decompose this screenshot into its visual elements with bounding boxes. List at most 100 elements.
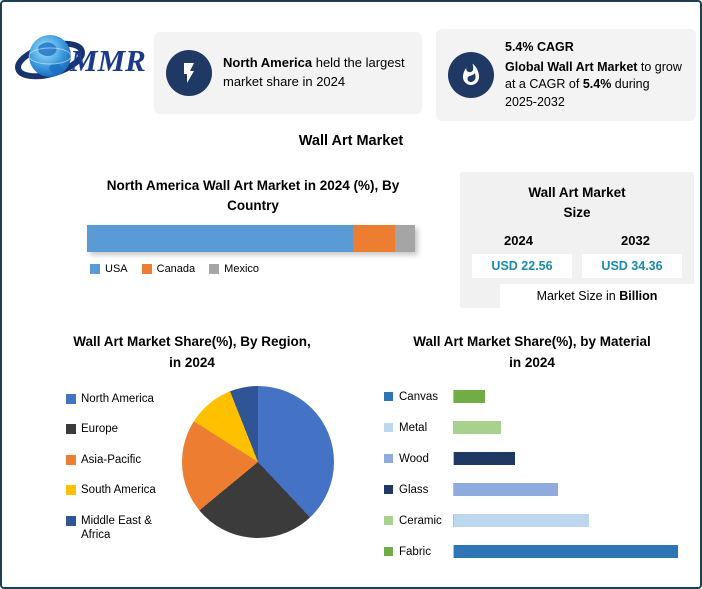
material-bar-track — [453, 514, 690, 527]
material-marker — [384, 485, 393, 494]
material-marker — [384, 392, 393, 401]
legend-swatch — [66, 424, 76, 435]
market-size-value-2024: USD 22.56 — [472, 253, 572, 278]
market-size-title: Wall Art Market Size — [517, 183, 637, 224]
material-rows: Canvas Metal Wood Glass Ceramic Fabric — [384, 381, 690, 567]
region-legend-item: Middle East & Africa — [66, 514, 178, 543]
year-2032-label: 2032 — [621, 232, 650, 248]
material-bar-track — [453, 483, 690, 496]
country-stacked-bar — [87, 225, 415, 252]
material-label: Fabric — [399, 545, 431, 558]
country-chart-title: North America Wall Art Market in 2024 (%… — [57, 176, 449, 217]
market-size-panel: Wall Art Market Size 2024 2032 USD 22.56… — [460, 172, 694, 308]
region-legend: North America Europe Asia-Pacific South Ame… — [66, 392, 178, 558]
globe-icon: MMR — [15, 35, 146, 80]
legend-swatch — [209, 264, 220, 274]
material-row: Metal — [384, 412, 690, 443]
country-bar-segment-canada — [352, 225, 396, 252]
material-bar — [454, 421, 502, 434]
material-bar — [454, 390, 485, 403]
legend-label: Europe — [81, 423, 119, 436]
callout-cagr-text: 5.4% CAGR Global Wall Art Market to grow… — [505, 39, 684, 111]
material-marker — [384, 423, 393, 432]
legend-swatch — [66, 485, 76, 496]
legend-label: North America — [81, 393, 154, 405]
legend-label: South America — [81, 484, 156, 497]
material-chart-title-line2: in 2024 — [509, 354, 555, 370]
page-title: Wall Art Market — [298, 133, 404, 149]
material-label: Glass — [399, 483, 429, 496]
material-bar — [454, 452, 516, 465]
region-chart-title: Wall Art Market Share(%), By Region, in … — [42, 332, 342, 374]
cagr-body: Global Wall Art Market to grow at a CAGR… — [505, 59, 684, 112]
market-size-unit: Market Size in Billion — [500, 284, 694, 308]
market-size-value-2032: USD 34.36 — [582, 253, 682, 278]
cagr-body-text1: to grow at a CAGR of — [505, 59, 682, 92]
callout-market-share-text: North America held the largest market sh… — [223, 54, 410, 92]
country-chart-title-line1: North America Wall Art Market in 2024 (%… — [106, 178, 400, 193]
legend-label: USA — [105, 263, 128, 275]
material-label: Canvas — [399, 390, 438, 403]
flame-icon — [448, 52, 494, 98]
material-marker — [384, 454, 393, 463]
unit-prefix: Market Size in — [536, 289, 620, 303]
region-legend-item: North America — [66, 392, 178, 406]
market-size-title-line1: Wall Art Market — [528, 185, 626, 200]
legend-label: Asia-Pacific — [81, 453, 142, 466]
material-bar-track — [453, 545, 690, 558]
material-chart-title-line1: Wall Art Market Share(%), by Material — [413, 334, 651, 349]
material-chart-title: Wall Art Market Share(%), by Material in… — [374, 332, 690, 374]
logo-text: MMR — [69, 43, 146, 78]
material-bar — [454, 545, 679, 558]
material-row: Canvas — [384, 381, 690, 412]
region-chart-title-line2: in 2024 — [169, 354, 215, 370]
cagr-body-text2: during 2025-2032 — [505, 77, 650, 109]
market-size-title-line2: Size — [563, 205, 591, 221]
material-marker — [384, 516, 393, 525]
country-chart-title-line2: Country — [227, 198, 279, 214]
year-2024-label: 2024 — [504, 232, 533, 248]
material-bar-track — [453, 452, 690, 465]
country-legend: USA Canada Mexico — [90, 263, 259, 275]
legend-label: Canada — [156, 263, 196, 275]
material-bar — [454, 514, 589, 527]
legend-swatch — [141, 264, 152, 274]
cagr-body-bold2: 5.4% — [582, 77, 612, 91]
lightning-icon — [166, 50, 212, 96]
material-row: Glass — [384, 474, 690, 505]
region-legend-item: South America — [66, 483, 178, 497]
country-legend-item: Mexico — [209, 263, 259, 275]
unit-bold: Billion — [619, 289, 658, 303]
material-row: Ceramic — [384, 505, 690, 536]
material-row: Wood — [384, 443, 690, 474]
country-bar-segment-usa — [87, 225, 353, 252]
region-legend-item: Europe — [66, 422, 178, 436]
legend-swatch — [66, 515, 76, 526]
material-bar-track — [453, 421, 690, 434]
region-chart-title-line1: Wall Art Market Share(%), By Region, — [73, 334, 311, 349]
material-label: Wood — [399, 452, 429, 465]
country-bar-segment-mexico — [395, 225, 415, 252]
material-marker — [384, 547, 393, 556]
material-bar-track — [453, 390, 690, 403]
legend-label: Mexico — [224, 263, 260, 275]
region-pie — [182, 386, 334, 538]
callout-market-share: North America held the largest market sh… — [154, 32, 422, 114]
callout-cagr: 5.4% CAGR Global Wall Art Market to grow… — [436, 29, 696, 121]
cagr-body-bold1: Global Wall Art Market — [505, 59, 638, 74]
country-legend-item: Canada — [141, 263, 196, 275]
legend-swatch — [66, 394, 76, 404]
mmr-logo: MMR — [12, 16, 154, 96]
material-bar — [454, 483, 558, 496]
material-row: Fabric — [384, 536, 690, 567]
legend-swatch — [90, 264, 100, 274]
material-label: Metal — [399, 421, 428, 434]
legend-swatch — [66, 454, 76, 465]
market-size-values: USD 22.56 USD 34.36 — [460, 248, 694, 278]
cagr-headline: 5.4% CAGR — [505, 40, 574, 54]
market-size-years: 2024 2032 — [460, 233, 694, 248]
region-legend-item: Asia-Pacific — [66, 453, 178, 467]
callout-bold-text: North America — [223, 55, 313, 71]
legend-label: Middle East & Africa — [81, 514, 152, 541]
